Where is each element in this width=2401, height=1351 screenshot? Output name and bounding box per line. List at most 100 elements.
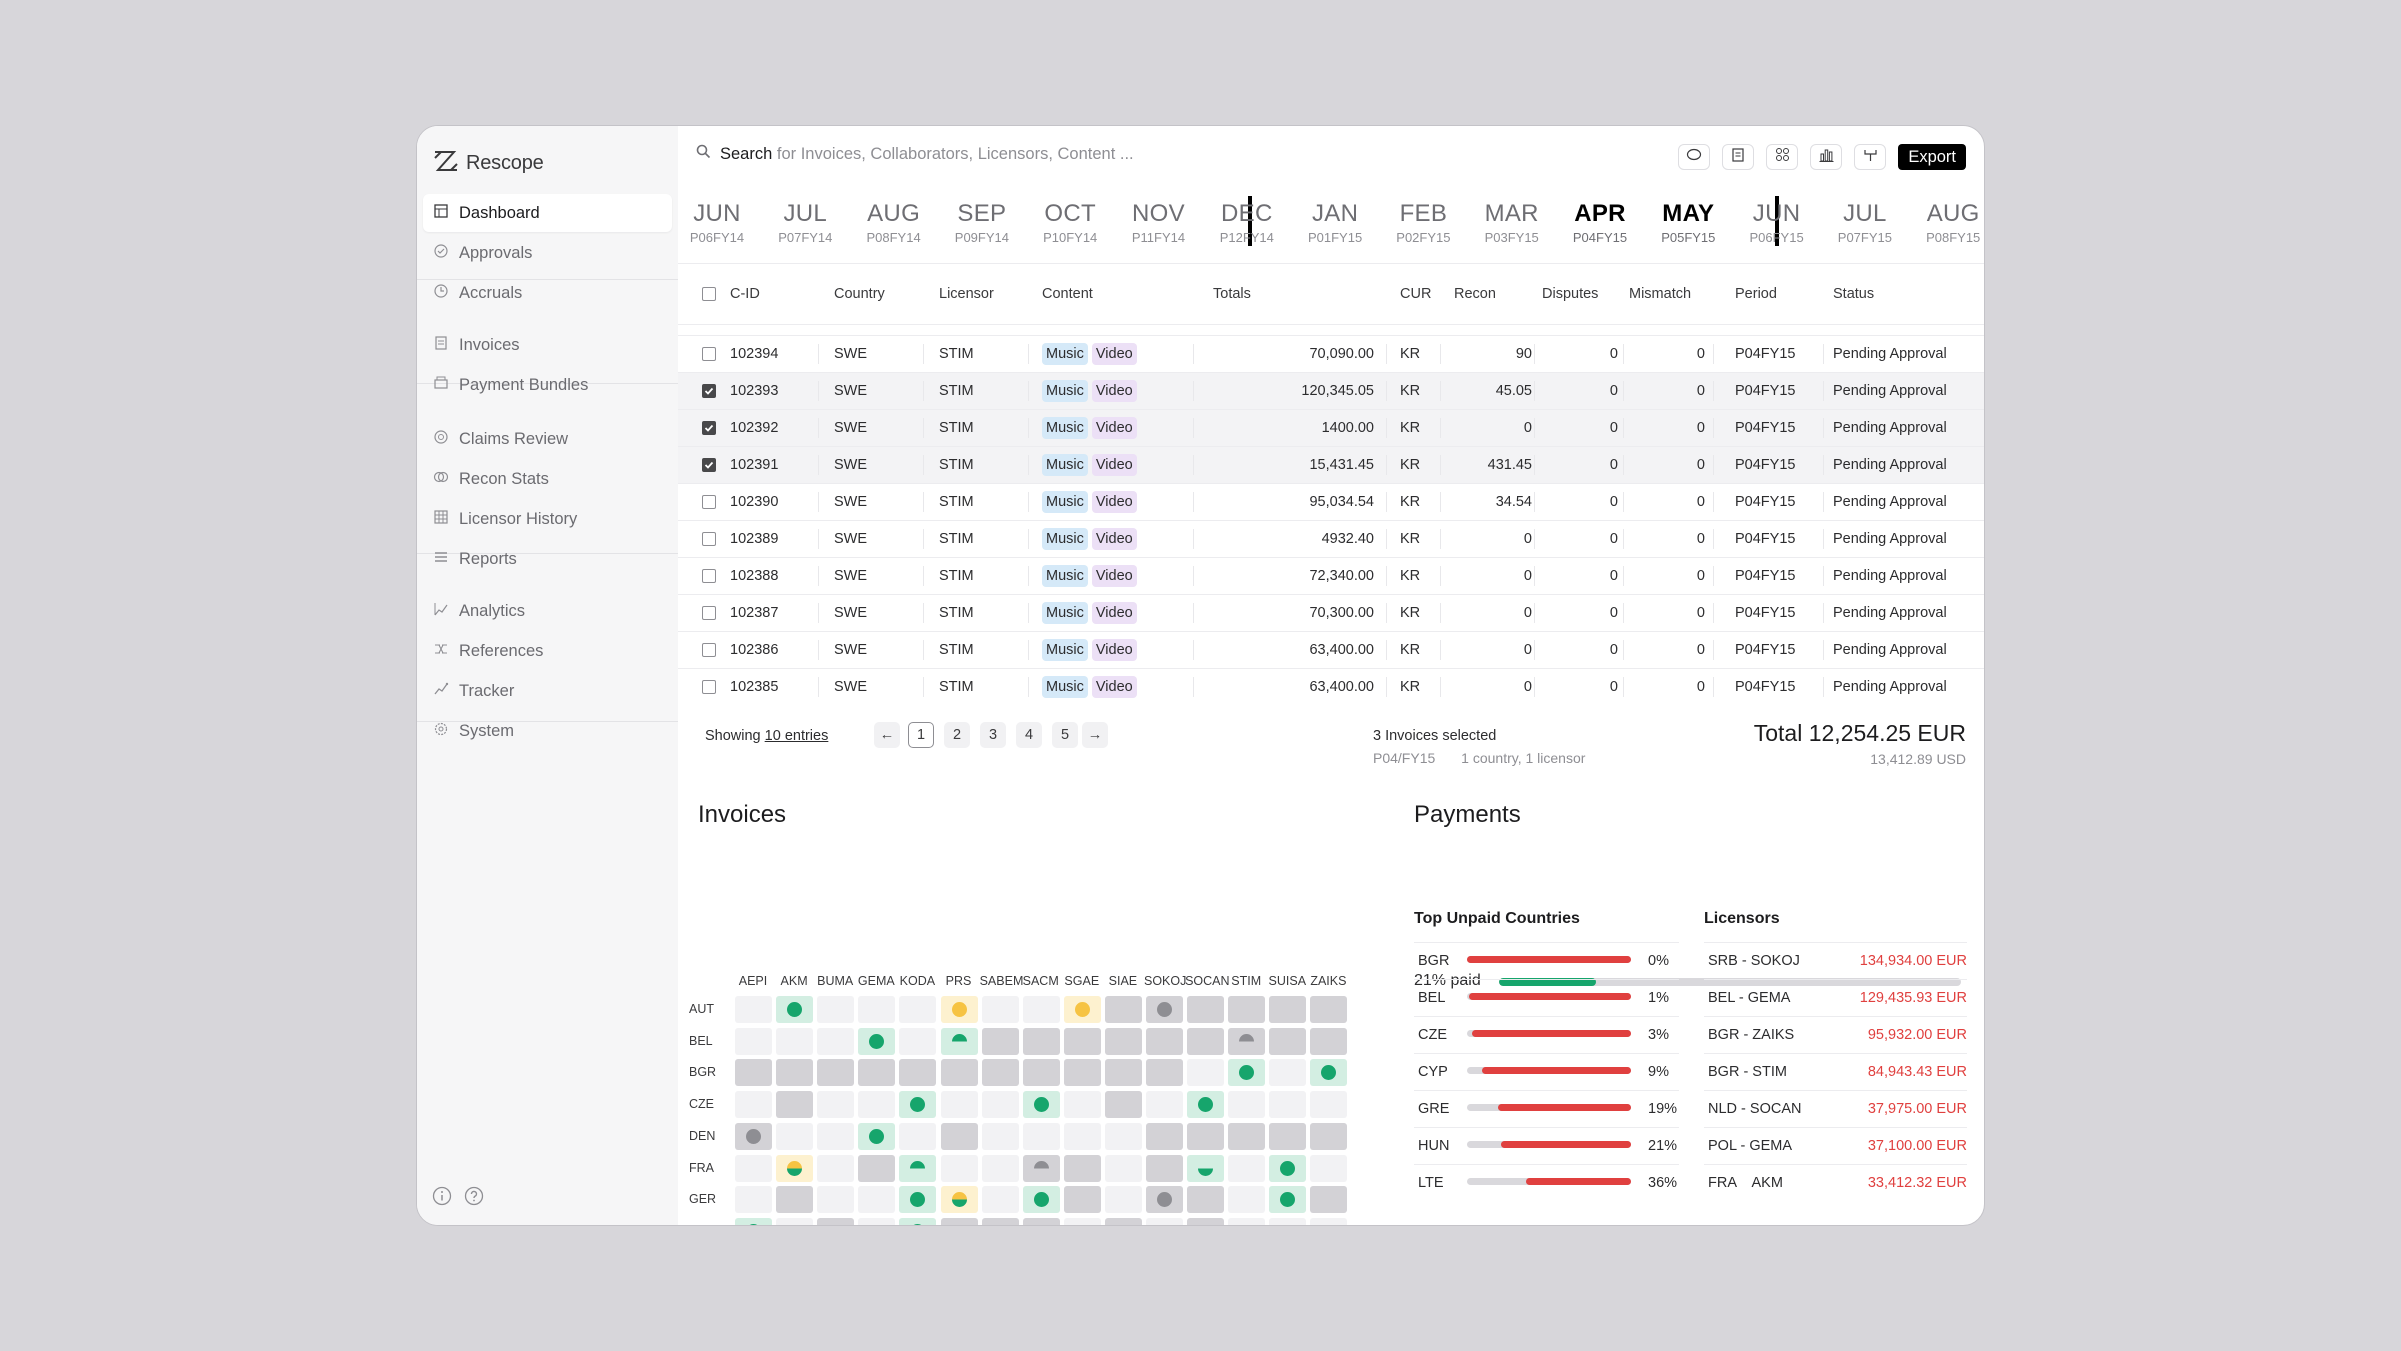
checkbox-checked[interactable] [702, 458, 716, 472]
period-oct-p10fy14[interactable]: OCT P10FY14 [1027, 200, 1113, 245]
heatmap-cell[interactable] [858, 1059, 896, 1087]
content-tag-video[interactable]: Video [1091, 676, 1137, 698]
unpaid-country-row[interactable]: GRE 19% [1414, 1090, 1679, 1126]
sidebar-item-reports[interactable]: Reports [423, 540, 672, 578]
heatmap-cell[interactable] [817, 1091, 855, 1119]
heatmap-cell[interactable] [1063, 1186, 1101, 1214]
column-header-totals[interactable]: Totals [1213, 286, 1251, 302]
period-jan-p01fy15[interactable]: JAN P01FY15 [1292, 200, 1378, 245]
heatmap-cell[interactable] [981, 1186, 1019, 1214]
heatmap-cell[interactable] [1228, 1027, 1266, 1055]
heatmap-cell[interactable] [1063, 1027, 1101, 1055]
unpaid-country-row[interactable]: CZE 3% [1414, 1016, 1679, 1052]
heatmap-cell[interactable] [735, 1186, 772, 1214]
heatmap-cell[interactable] [1104, 1154, 1142, 1182]
heatmap-cell[interactable] [1310, 1217, 1348, 1225]
period-nov-p11fy14[interactable]: NOV P11FY14 [1116, 200, 1202, 245]
content-tag-music[interactable]: Music [1042, 528, 1088, 550]
heatmap-cell[interactable] [776, 1027, 814, 1055]
content-tag-music[interactable]: Music [1042, 639, 1088, 661]
column-header-cur[interactable]: CUR [1400, 286, 1432, 302]
heatmap-cell[interactable] [1269, 1091, 1307, 1119]
help-icon[interactable] [464, 1186, 484, 1211]
row-checkbox[interactable] [702, 669, 716, 705]
heatmap-cell[interactable] [735, 1059, 772, 1087]
heatmap-cell[interactable] [1022, 1091, 1060, 1119]
checkbox-unchecked[interactable] [702, 680, 716, 694]
licensor-row[interactable]: BGR - STIM 84,943.43 EUR [1704, 1053, 1967, 1089]
table-row[interactable]: 102387 SWE STIM Music Video 70,300.00 KR 0 0 0 P04… [678, 594, 1984, 631]
period-dec-p12fy14[interactable]: DEC P12FY14 [1204, 200, 1290, 245]
sidebar-item-payment-bundles[interactable]: Payment Bundles [423, 366, 672, 404]
heatmap-cell[interactable] [1269, 1186, 1307, 1214]
heatmap-cell[interactable] [1269, 1154, 1307, 1182]
heatmap-cell[interactable] [899, 1217, 937, 1225]
checkbox-unchecked[interactable] [702, 347, 716, 361]
heatmap-cell[interactable] [981, 1217, 1019, 1225]
row-checkbox[interactable] [702, 336, 716, 372]
heatmap-cell[interactable] [1269, 1027, 1307, 1055]
heatmap-cell[interactable] [1146, 1059, 1183, 1087]
period-aug-p08fy15[interactable]: AUG P08FY15 [1910, 200, 1984, 245]
heatmap-cell[interactable] [899, 1186, 937, 1214]
heatmap-cell[interactable] [1146, 1217, 1183, 1225]
heatmap-cell[interactable] [940, 1059, 978, 1087]
checkbox-unchecked[interactable] [702, 643, 716, 657]
heatmap-cell[interactable] [1146, 1154, 1183, 1182]
content-tag-video[interactable]: Video [1091, 417, 1137, 439]
heatmap-cell[interactable] [1228, 996, 1266, 1023]
clipboard-button[interactable] [1722, 144, 1755, 170]
content-tag-video[interactable]: Video [1091, 528, 1137, 550]
licensor-row[interactable]: NLD - SOCAN 37,975.00 EUR [1704, 1090, 1967, 1126]
period-sep-p09fy14[interactable]: SEP P09FY14 [939, 200, 1025, 245]
heatmap-cell[interactable] [1063, 1059, 1101, 1087]
heatmap-cell[interactable] [1187, 1186, 1225, 1214]
content-tag-music[interactable]: Music [1042, 454, 1088, 476]
heatmap-cell[interactable] [981, 1122, 1019, 1150]
checkbox-unchecked[interactable] [702, 532, 716, 546]
heatmap-cell[interactable] [776, 1217, 814, 1225]
prev-page-button[interactable]: ← [874, 722, 900, 748]
heatmap-cell[interactable] [858, 1186, 896, 1214]
heatmap-cell[interactable] [899, 1027, 937, 1055]
heatmap-cell[interactable] [735, 1091, 772, 1119]
heatmap-cell[interactable] [1310, 1091, 1348, 1119]
heatmap-cell[interactable] [817, 1059, 855, 1087]
heatmap-cell[interactable] [1228, 1091, 1266, 1119]
period-feb-p02fy15[interactable]: FEB P02FY15 [1380, 200, 1466, 245]
info-icon[interactable] [432, 1186, 452, 1211]
heatmap-cell[interactable] [1187, 1059, 1225, 1087]
heatmap-cell[interactable] [817, 1027, 855, 1055]
heatmap-cell[interactable] [899, 1091, 937, 1119]
table-row[interactable]: 102389 SWE STIM Music Video 4932.40 KR 0 0 0 P04FY… [678, 520, 1984, 557]
heatmap-cell[interactable] [1022, 1027, 1060, 1055]
heatmap-cell[interactable] [899, 1122, 937, 1150]
heatmap-cell[interactable] [858, 996, 896, 1023]
heatmap-cell[interactable] [1228, 1217, 1266, 1225]
heatmap-cell[interactable] [776, 1154, 814, 1182]
heatmap-cell[interactable] [817, 1186, 855, 1214]
heatmap-cell[interactable] [776, 1059, 814, 1087]
row-checkbox[interactable] [702, 484, 716, 520]
content-tag-video[interactable]: Video [1091, 343, 1137, 365]
heatmap-cell[interactable] [1187, 1027, 1225, 1055]
row-checkbox[interactable] [702, 632, 716, 668]
heatmap-cell[interactable] [1228, 1154, 1266, 1182]
heatmap-cell[interactable] [1187, 1217, 1225, 1225]
heatmap-cell[interactable] [1063, 1122, 1101, 1150]
select-all-checkbox[interactable] [702, 264, 716, 324]
content-tag-video[interactable]: Video [1091, 454, 1137, 476]
column-header-period[interactable]: Period [1735, 286, 1777, 302]
heatmap-cell[interactable] [1104, 1186, 1142, 1214]
heatmap-cell[interactable] [1187, 996, 1225, 1023]
heatmap-cell[interactable] [776, 996, 814, 1023]
row-checkbox[interactable] [702, 410, 716, 446]
period-mar-p03fy15[interactable]: MAR P03FY15 [1469, 200, 1555, 245]
heatmap-cell[interactable] [858, 1091, 896, 1119]
licensor-row[interactable]: FRA AKM 33,412.32 EUR [1704, 1164, 1967, 1200]
column-header-content[interactable]: Content [1042, 286, 1093, 302]
content-tag-video[interactable]: Video [1091, 380, 1137, 402]
heatmap-cell[interactable] [1063, 1217, 1101, 1225]
licensor-row[interactable]: BEL - GEMA 129,435.93 EUR [1704, 979, 1967, 1015]
heatmap-cell[interactable] [858, 1154, 896, 1182]
